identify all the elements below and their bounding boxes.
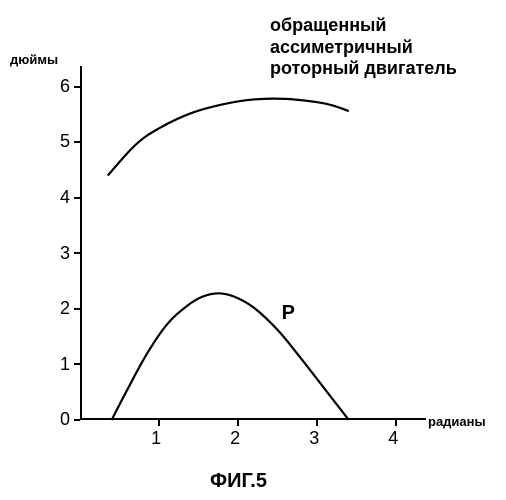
x-tick-label: 3 [309,428,319,449]
y-tick-label: 6 [60,76,70,97]
y-tick-label: 4 [60,187,70,208]
x-tick-label: 4 [388,428,398,449]
figure-caption: ФИГ.5 [210,470,267,493]
x-tick-label: 1 [151,428,161,449]
y-tick-label: 5 [60,131,70,152]
chart-canvas: обращенныйассиметричныйроторный двигател… [0,0,506,500]
x-tick [158,420,160,426]
x-tick [316,420,318,426]
y-tick [74,197,80,199]
y-tick [74,363,80,365]
y-tick-label: 2 [60,298,70,319]
y-tick [74,419,80,421]
x-tick-label: 2 [230,428,240,449]
y-tick [74,86,80,88]
x-tick [237,420,239,426]
x-tick [395,420,397,426]
curve-upper [108,99,349,176]
y-tick-label: 0 [60,409,70,430]
y-tick-label: 1 [60,354,70,375]
curve-lower [112,293,349,420]
y-tick-label: 3 [60,243,70,264]
plot-area [0,0,506,500]
curve-label-p: P [282,302,295,325]
y-tick [74,308,80,310]
y-tick [74,252,80,254]
y-tick [74,141,80,143]
